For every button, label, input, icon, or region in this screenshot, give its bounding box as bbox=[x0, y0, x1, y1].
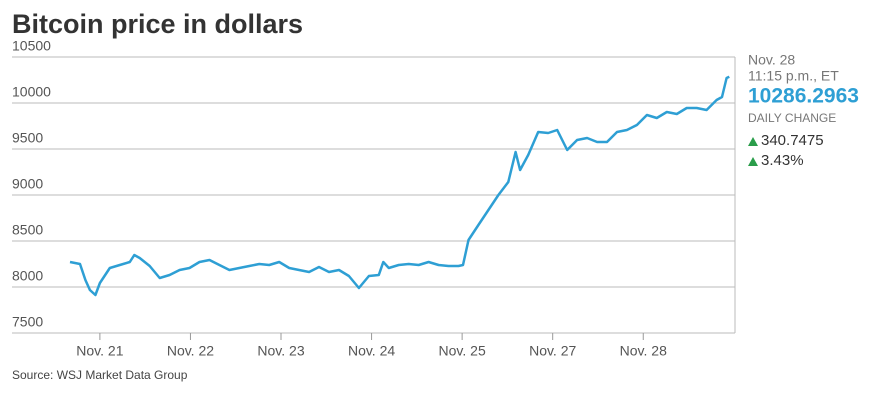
readout-price: 10286.2963 bbox=[748, 85, 859, 108]
readout: Nov. 28 11:15 p.m., ET 10286.2963 DAILY … bbox=[748, 52, 859, 169]
price-line bbox=[69, 75, 730, 297]
x-tick-label: Nov. 22 bbox=[167, 343, 214, 359]
y-tick-label: 9500 bbox=[12, 130, 43, 146]
readout-change-label: DAILY CHANGE bbox=[748, 111, 836, 125]
y-tick-label: 8000 bbox=[12, 268, 43, 284]
x-tick-label: Nov. 27 bbox=[529, 343, 576, 359]
readout-change: 340.7475 bbox=[761, 132, 824, 149]
y-tick-label: 10000 bbox=[12, 84, 51, 100]
y-tick-label: 8500 bbox=[12, 222, 43, 238]
x-tick-label: Nov. 24 bbox=[348, 343, 395, 359]
source: Source: WSJ Market Data Group bbox=[12, 368, 188, 382]
x-tick-label: Nov. 28 bbox=[620, 343, 667, 359]
up-arrow bbox=[748, 157, 758, 166]
x-tick-label: Nov. 23 bbox=[257, 343, 304, 359]
y-tick-label: 10500 bbox=[12, 38, 51, 54]
y-tick-label: 9000 bbox=[12, 176, 43, 192]
up-arrow bbox=[748, 137, 758, 146]
readout-change-pct: 3.43% bbox=[761, 152, 804, 169]
readout-date: Nov. 28 bbox=[748, 52, 795, 68]
y-tick-label: 7500 bbox=[12, 314, 43, 330]
readout-time: 11:15 p.m., ET bbox=[748, 68, 839, 84]
x-tick-label: Nov. 21 bbox=[76, 343, 123, 359]
chart-title: Bitcoin price in dollars bbox=[12, 9, 303, 39]
x-tick-label: Nov. 25 bbox=[439, 343, 486, 359]
